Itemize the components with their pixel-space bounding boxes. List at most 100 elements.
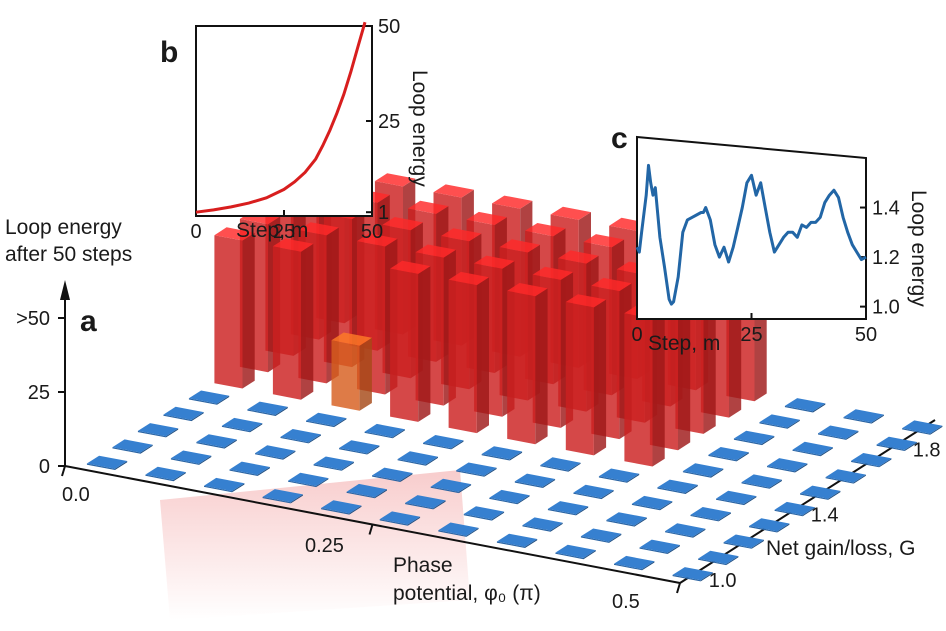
bar-front-face xyxy=(759,422,788,429)
bar-side-face xyxy=(871,414,884,424)
panel-c-x-tick-label: 0 xyxy=(631,324,642,346)
bar-top-face xyxy=(639,539,680,553)
bar-side-face xyxy=(525,539,538,548)
bar-side-face xyxy=(392,429,405,439)
bar-top-face xyxy=(902,420,943,434)
bar-front-face xyxy=(247,409,276,416)
bar-3d xyxy=(657,479,698,494)
bar-reflection-shadow xyxy=(160,470,470,620)
bar-side-face xyxy=(341,461,354,471)
bar-top-face xyxy=(733,430,775,444)
bar-side-face xyxy=(359,337,372,411)
bar-top-face xyxy=(818,425,859,439)
bar-side-face xyxy=(433,500,446,510)
bar-3d xyxy=(331,332,372,411)
bar-front-face xyxy=(784,405,813,413)
bar-front-face xyxy=(170,458,199,465)
bar-side-face xyxy=(476,277,489,434)
bar-front-face xyxy=(902,428,931,435)
bar-front-face xyxy=(423,442,452,450)
bar-side-face xyxy=(224,439,237,449)
bar-3d xyxy=(749,518,790,533)
phase-axis-label-line2: potential, φ₀ (π) xyxy=(393,582,541,605)
bar-top-face xyxy=(346,483,387,498)
panel-b-series-line xyxy=(195,21,367,214)
bar-3d xyxy=(825,469,866,484)
bar-front-face xyxy=(708,454,737,462)
bar-top-face xyxy=(374,173,416,187)
bar-side-face xyxy=(349,505,362,515)
bar-front-face xyxy=(163,414,192,422)
bar-top-face xyxy=(229,461,270,475)
bar-3d xyxy=(489,489,530,505)
panel-a-letter: a xyxy=(80,305,97,338)
bar-front-face xyxy=(733,438,762,446)
bar-side-face xyxy=(693,528,706,538)
bar-side-face xyxy=(451,440,464,450)
bar-front-face xyxy=(800,493,829,500)
bar-front-face xyxy=(331,340,360,411)
z-ticks: 0 25 >50 xyxy=(16,308,65,478)
bar-3d xyxy=(481,446,523,461)
bar-3d xyxy=(137,423,179,438)
bar-front-face xyxy=(321,508,350,515)
bar-top-face xyxy=(433,184,474,198)
panel-b-y-tick-label: 25 xyxy=(378,111,400,133)
bar-front-face xyxy=(481,454,510,461)
bar-side-face xyxy=(491,511,505,521)
bar-3d xyxy=(221,417,263,433)
bar-top-face xyxy=(255,445,296,459)
panel-c-x-tick-label: 50 xyxy=(855,324,877,346)
bar-front-face xyxy=(313,464,342,471)
bar-top-face xyxy=(672,567,713,581)
bar-3d xyxy=(598,468,640,483)
bar-side-face xyxy=(744,496,757,506)
bar-3d xyxy=(514,473,556,488)
bar-3d xyxy=(843,409,884,424)
bar-3d xyxy=(280,429,321,444)
bar-side-face xyxy=(199,455,212,465)
bar-top-face xyxy=(525,223,566,237)
bar-top-face xyxy=(547,501,589,515)
bar-top-face xyxy=(540,457,581,471)
bar-side-face xyxy=(232,483,245,493)
bar-top-face xyxy=(784,398,826,412)
bar-top-face xyxy=(825,469,866,483)
bar-3d xyxy=(423,435,464,450)
bar-top-face xyxy=(631,495,673,510)
panel-b-ylabel: Loop energy xyxy=(408,70,431,187)
gain-tick-label: 1.0 xyxy=(709,570,737,592)
panel-c-y-tick-label: 1.4 xyxy=(872,198,900,220)
bar-front-face xyxy=(372,475,401,482)
panel-b-xlabel: Step, m xyxy=(236,219,308,242)
bar-front-face xyxy=(463,514,492,521)
bar-front-face xyxy=(555,552,584,560)
bar-front-face xyxy=(221,425,250,433)
bar-top-face xyxy=(767,458,808,472)
bar-3d xyxy=(456,462,497,477)
bar-top-face xyxy=(690,507,731,521)
bar-top-face xyxy=(188,390,230,404)
bar-3d xyxy=(229,461,270,476)
bar-3d xyxy=(405,495,446,510)
bar-side-face xyxy=(407,516,421,526)
panel-b-letter: b xyxy=(160,36,178,69)
bar-front-face xyxy=(639,547,668,554)
z-tick-label: >50 xyxy=(16,308,50,330)
bar-side-face xyxy=(115,461,128,470)
bar-top-face xyxy=(463,506,505,520)
bar-front-face xyxy=(876,444,905,451)
bar-top-face xyxy=(430,478,472,492)
bar-3d xyxy=(818,425,859,440)
bar-front-face xyxy=(606,520,635,527)
panel-b-x-tick-label: 0 xyxy=(190,221,201,243)
bar-side-face xyxy=(627,473,640,483)
bar-3d xyxy=(580,528,622,543)
bar-top-face xyxy=(372,467,413,481)
bar-3d xyxy=(698,550,739,566)
bar-side-face xyxy=(275,406,288,416)
bar-top-face xyxy=(204,477,245,492)
bar-3d xyxy=(379,511,421,526)
bar-3d xyxy=(614,555,655,571)
